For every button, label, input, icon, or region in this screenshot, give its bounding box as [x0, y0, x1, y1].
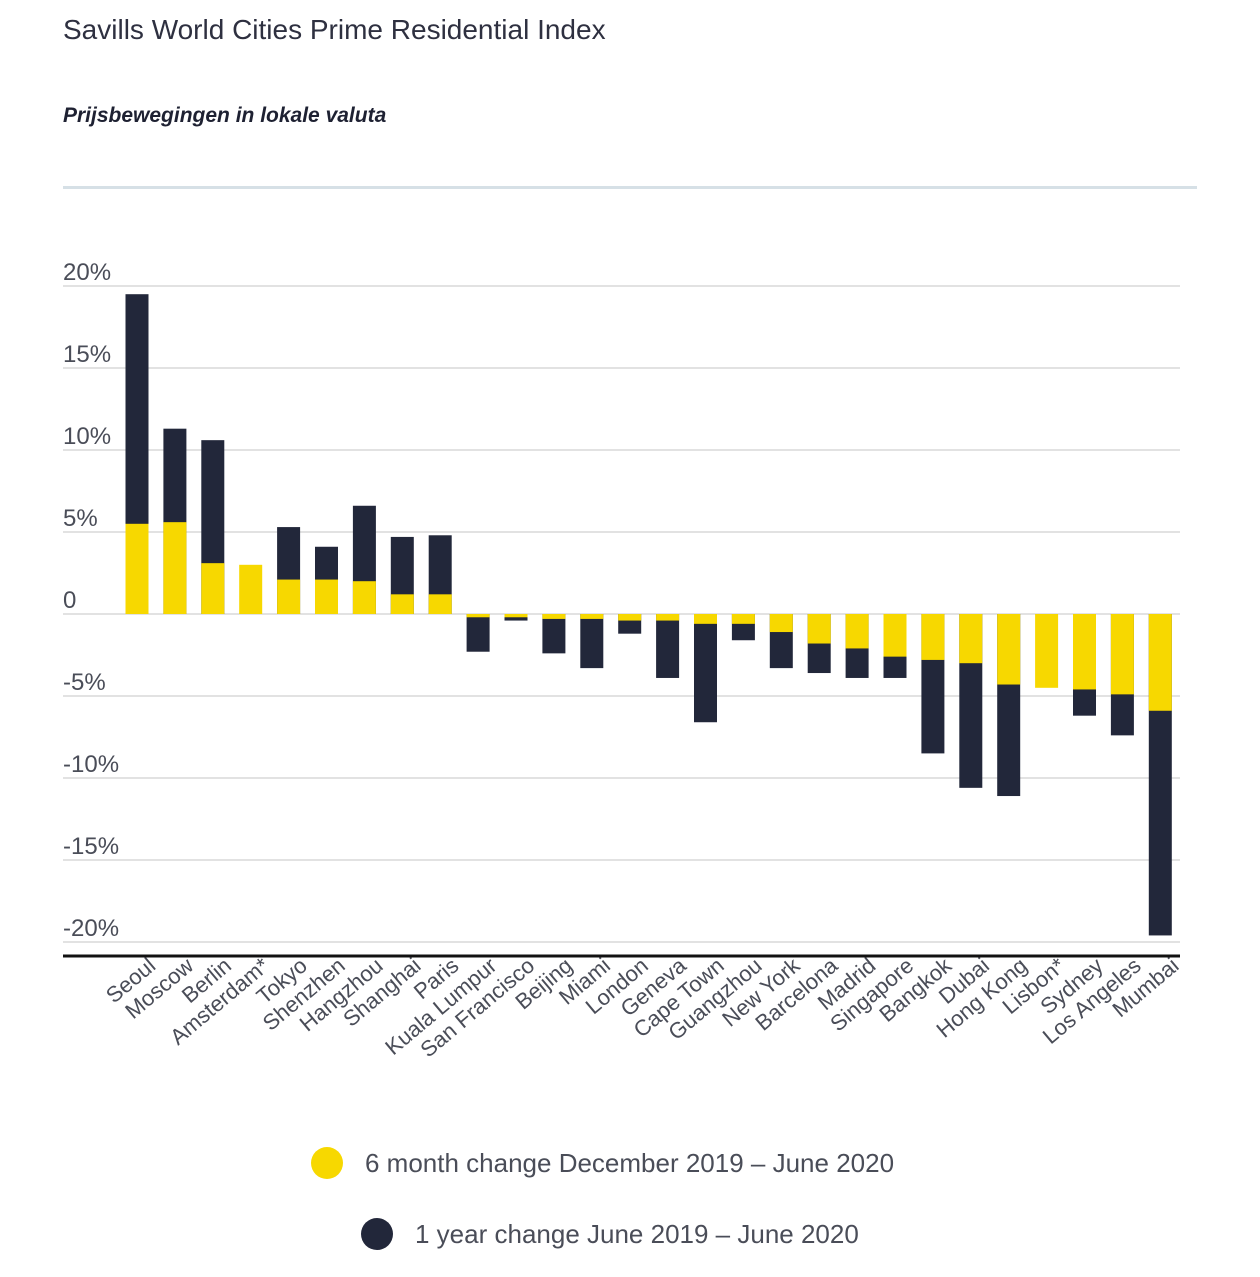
- bar-six-month: [656, 614, 680, 621]
- legend-one-year-swatch: [361, 1218, 393, 1250]
- legend-six-month-label: 6 month change December 2019 – June 2020: [365, 1147, 895, 1178]
- bar-one-year: [542, 614, 566, 654]
- bar-one-year: [466, 614, 490, 652]
- bar-six-month: [694, 614, 717, 624]
- bar-six-month: [618, 614, 642, 621]
- bar-six-month: [163, 522, 187, 614]
- bar-six-month: [769, 614, 793, 633]
- bar-six-month: [201, 563, 225, 614]
- bar-six-month: [959, 614, 983, 664]
- bar-six-month: [277, 579, 301, 614]
- legend-six-month: 6 month change December 2019 – June 2020: [311, 1147, 894, 1179]
- y-tick-label: 20%: [63, 259, 111, 286]
- bar-six-month: [466, 614, 490, 618]
- bar-one-year: [694, 614, 717, 723]
- bar-six-month: [731, 614, 755, 624]
- y-tick-label: -5%: [63, 669, 106, 696]
- legend-one-year: 1 year change June 2019 – June 2020: [361, 1218, 859, 1250]
- bar-six-month: [1035, 614, 1059, 688]
- bar-six-month: [580, 614, 604, 619]
- bar-six-month: [428, 594, 452, 614]
- y-tick-label: 0: [63, 587, 76, 614]
- y-tick-label: 15%: [63, 341, 111, 368]
- bar-six-month: [239, 564, 263, 614]
- bar-six-month: [125, 523, 149, 614]
- bar-six-month: [997, 614, 1021, 685]
- bar-one-year: [580, 614, 604, 669]
- bar-six-month: [1110, 614, 1134, 695]
- legend-one-year-label: 1 year change June 2019 – June 2020: [415, 1218, 859, 1249]
- y-tick-label: -10%: [63, 751, 119, 778]
- y-tick-label: -20%: [63, 915, 119, 942]
- y-tick-label: 5%: [63, 505, 98, 532]
- bar-six-month: [807, 614, 831, 644]
- bar-one-year: [656, 614, 680, 678]
- y-tick-label: -15%: [63, 833, 119, 860]
- bar-six-month: [504, 614, 528, 618]
- bar-six-month: [542, 614, 566, 619]
- bar-six-month: [845, 614, 869, 649]
- bar-six-month: [315, 579, 338, 614]
- bar-six-month: [1073, 614, 1096, 690]
- header-divider: [63, 186, 1197, 189]
- bar-six-month: [1148, 614, 1172, 711]
- bar-six-month: [352, 581, 376, 614]
- chart-title: Savills World Cities Prime Residential I…: [63, 14, 606, 45]
- chart-subtitle: Prijsbewegingen in lokale valuta: [63, 104, 387, 127]
- y-tick-label: 10%: [63, 423, 111, 450]
- bar-chart: 20%15%10%5%0-5%-10%-15%-20%SeoulMoscowBe…: [63, 259, 1184, 1062]
- legend-six-month-swatch: [311, 1147, 343, 1179]
- bar-six-month: [921, 614, 945, 660]
- bar-six-month: [390, 594, 414, 614]
- bar-six-month: [883, 614, 907, 657]
